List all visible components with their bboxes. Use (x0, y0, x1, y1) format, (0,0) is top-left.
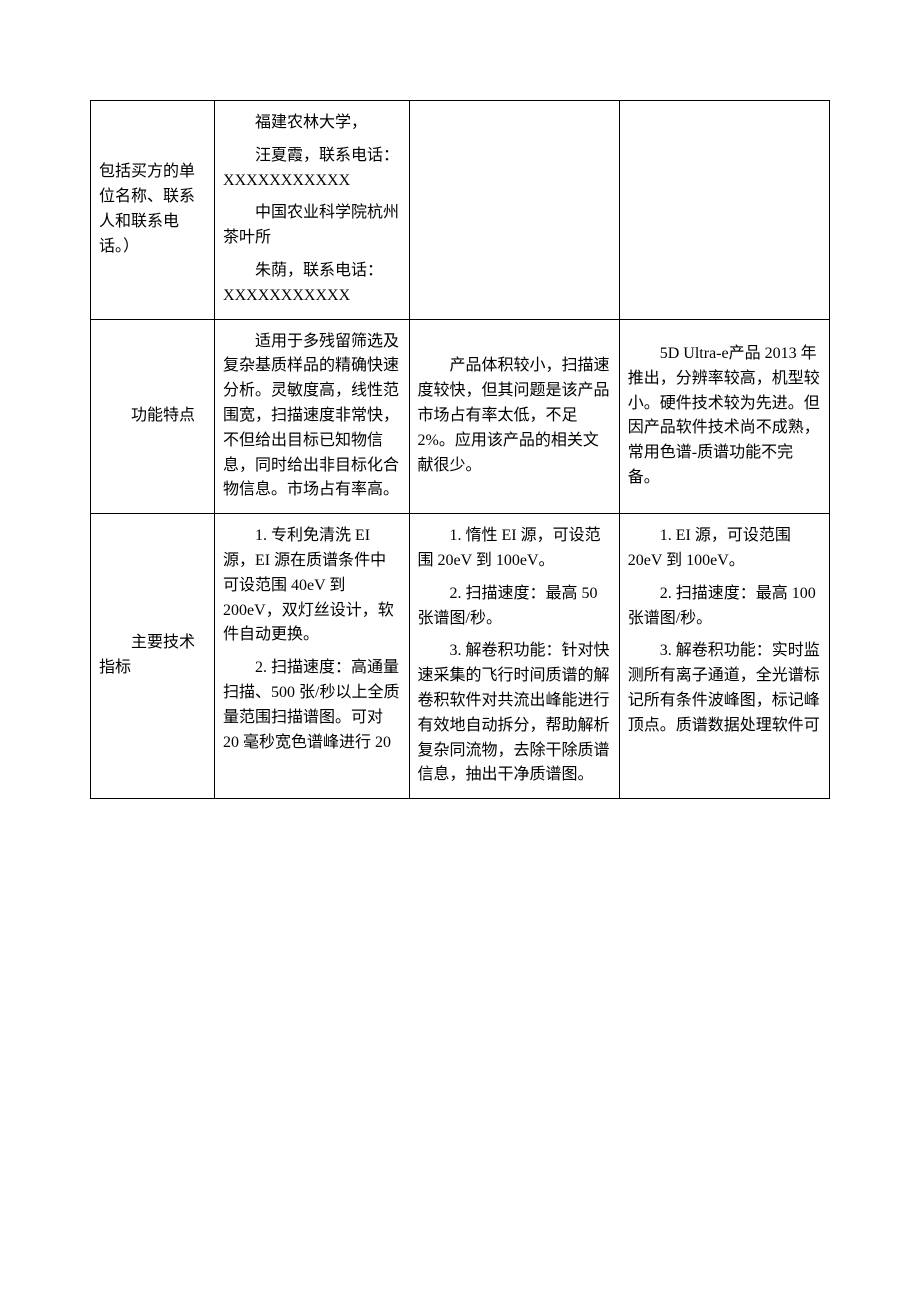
cell-content: 1. EI 源，可设范围 20eV 到 100eV。 2. 扫描速度：最高 10… (619, 514, 829, 799)
cell-paragraph: 1. 惰性 EI 源，可设范围 20eV 到 100eV。 (418, 524, 611, 574)
cell-paragraph: 1. EI 源，可设范围 20eV 到 100eV。 (628, 524, 821, 574)
label-text: 主要技术指标 (99, 631, 206, 681)
row-label: 功能特点 (91, 319, 215, 514)
cell-paragraph: 1. 专利免清洗 EI 源，EI 源在质谱条件中可设范围 40eV 到 200e… (223, 524, 400, 648)
cell-content: 5D Ultra-e产品 2013 年推出，分辨率较高，机型较小。硬件技术较为先… (619, 319, 829, 514)
cell-paragraph: 2. 扫描速度：高通量扫描、500 张/秒以上全质量范围扫描谱图。可对 20 毫… (223, 656, 400, 755)
label-text: 包括买方的单位名称、联系人和联系电话。） (99, 163, 195, 254)
cell-content: 1. 惰性 EI 源，可设范围 20eV 到 100eV。 2. 扫描速度：最高… (409, 514, 619, 799)
cell-content: 适用于多残留筛选及复杂基质样品的精确快速分析。灵敏度高，线性范围宽，扫描速度非常… (215, 319, 409, 514)
table-row: 包括买方的单位名称、联系人和联系电话。） 福建农林大学， 汪夏霞，联系电话：XX… (91, 101, 830, 320)
cell-content: 1. 专利免清洗 EI 源，EI 源在质谱条件中可设范围 40eV 到 200e… (215, 514, 409, 799)
label-text: 功能特点 (99, 404, 206, 429)
cell-content: 福建农林大学， 汪夏霞，联系电话：XXXXXXXXXXX 中国农业科学院杭州茶叶… (215, 101, 409, 320)
cell-paragraph: 2. 扫描速度：最高 100 张谱图/秒。 (628, 582, 821, 632)
cell-paragraph: 3. 解卷积功能：针对快速采集的飞行时间质谱的解卷积软件对共流出峰能进行有效地自… (418, 639, 611, 788)
spec-table: 包括买方的单位名称、联系人和联系电话。） 福建农林大学， 汪夏霞，联系电话：XX… (90, 100, 830, 799)
cell-paragraph: 3. 解卷积功能：实时监测所有离子通道，全光谱标记所有条件波峰图，标记峰顶点。质… (628, 639, 821, 738)
row-label: 主要技术指标 (91, 514, 215, 799)
cell-content (409, 101, 619, 320)
row-label: 包括买方的单位名称、联系人和联系电话。） (91, 101, 215, 320)
cell-paragraph: 朱荫，联系电话：XXXXXXXXXXX (223, 259, 400, 309)
cell-text: 5D Ultra-e产品 2013 年推出，分辨率较高，机型较小。硬件技术较为先… (628, 342, 821, 491)
table-row: 功能特点 适用于多残留筛选及复杂基质样品的精确快速分析。灵敏度高，线性范围宽，扫… (91, 319, 830, 514)
cell-paragraph: 2. 扫描速度：最高 50 张谱图/秒。 (418, 582, 611, 632)
cell-paragraph: 福建农林大学， (223, 111, 400, 136)
table-row: 主要技术指标 1. 专利免清洗 EI 源，EI 源在质谱条件中可设范围 40eV… (91, 514, 830, 799)
cell-text: 产品体积较小，扫描速度较快，但其问题是该产品市场占有率太低，不足 2%。应用该产… (418, 354, 611, 478)
cell-content: 产品体积较小，扫描速度较快，但其问题是该产品市场占有率太低，不足 2%。应用该产… (409, 319, 619, 514)
cell-text: 适用于多残留筛选及复杂基质样品的精确快速分析。灵敏度高，线性范围宽，扫描速度非常… (223, 330, 400, 504)
cell-paragraph: 汪夏霞，联系电话：XXXXXXXXXXX (223, 144, 400, 194)
cell-paragraph: 中国农业科学院杭州茶叶所 (223, 201, 400, 251)
cell-content (619, 101, 829, 320)
